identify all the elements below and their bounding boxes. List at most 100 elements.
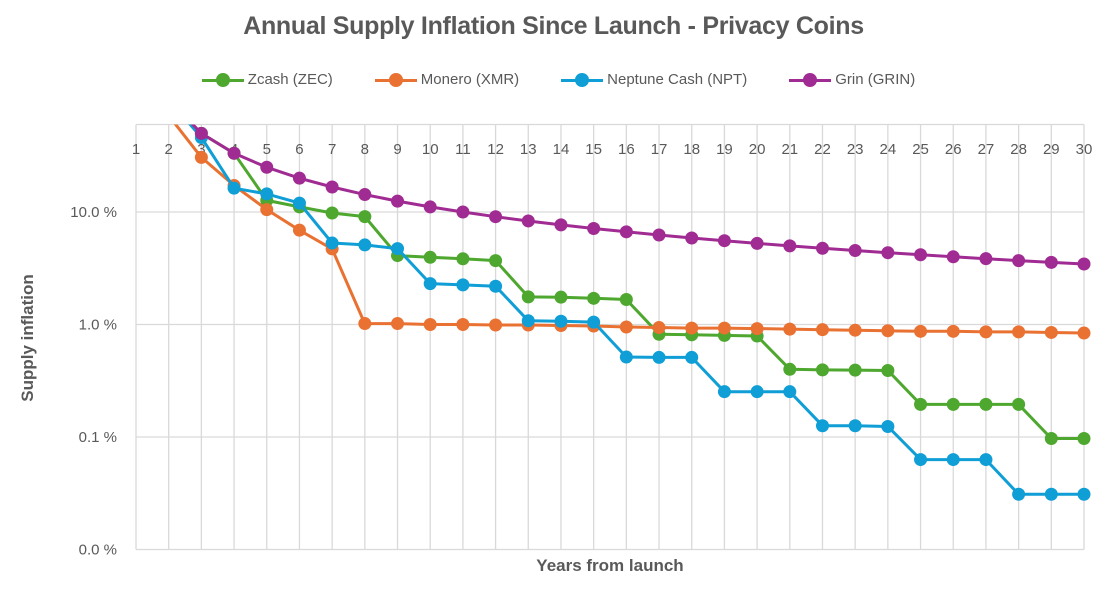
x-tick-label: 14: [553, 141, 570, 158]
x-tick-label: 6: [295, 141, 303, 158]
data-point: [260, 203, 274, 217]
data-point: [914, 397, 928, 411]
y-tick-label: 0.1 %: [79, 429, 117, 446]
data-point: [1077, 326, 1091, 340]
x-tick-label: 25: [912, 141, 929, 158]
data-point: [652, 321, 666, 335]
data-point: [815, 241, 829, 255]
data-point: [1012, 325, 1026, 339]
data-point: [1044, 487, 1058, 501]
data-point: [815, 419, 829, 433]
legend-marker-icon: [201, 72, 244, 87]
x-tick-label: 3: [197, 141, 205, 158]
data-point: [1044, 255, 1058, 269]
x-tick-label: 20: [749, 141, 766, 158]
y-tick-label: 10.0 %: [70, 204, 117, 221]
legend-item: Grin (GRIN): [789, 71, 915, 88]
data-point: [1044, 431, 1058, 445]
series-zcash-zec: [194, 126, 1091, 445]
data-point: [456, 205, 470, 219]
data-point: [881, 246, 895, 260]
gridlines: [135, 123, 1085, 551]
data-point: [750, 322, 764, 336]
data-point: [292, 196, 306, 210]
data-point: [914, 324, 928, 338]
data-point: [554, 290, 568, 304]
data-point: [1077, 431, 1091, 445]
data-point: [587, 221, 601, 235]
x-tick-label: 18: [683, 141, 700, 158]
data-point: [227, 146, 241, 160]
y-axis-title: Supply inflation: [18, 274, 37, 402]
x-tick-label: 23: [847, 141, 864, 158]
data-point: [587, 291, 601, 305]
data-point: [946, 453, 960, 467]
data-point: [521, 290, 535, 304]
data-point: [194, 150, 208, 164]
data-point: [750, 236, 764, 250]
data-point: [423, 318, 437, 332]
data-point: [783, 239, 797, 253]
data-point: [1012, 397, 1026, 411]
data-point: [456, 252, 470, 266]
x-tick-label: 13: [520, 141, 537, 158]
x-tick-label: 11: [455, 141, 471, 158]
data-point: [489, 210, 503, 224]
data-point: [979, 453, 993, 467]
x-tick-label: 1: [132, 141, 140, 158]
data-point: [619, 292, 633, 306]
data-point: [881, 420, 895, 434]
x-tick-label: 19: [716, 141, 733, 158]
data-point: [848, 363, 862, 377]
x-tick-label: 5: [263, 141, 271, 158]
data-point: [783, 362, 797, 376]
data-point: [292, 223, 306, 237]
data-point: [260, 187, 274, 201]
data-point: [325, 180, 339, 194]
data-point: [391, 242, 405, 256]
data-point: [914, 453, 928, 467]
data-point: [750, 385, 764, 399]
data-point: [521, 314, 535, 328]
data-point: [848, 419, 862, 433]
data-point: [685, 321, 699, 335]
data-point: [685, 231, 699, 245]
series-grin-grin: [190, 124, 1091, 271]
data-point: [423, 200, 437, 214]
legend-item: Zcash (ZEC): [201, 71, 333, 88]
data-point: [881, 364, 895, 378]
x-tick-label: 29: [1043, 141, 1060, 158]
x-tick-label: 8: [361, 141, 369, 158]
x-tick-label: 10: [422, 141, 439, 158]
y-tick-label: 0.0 %: [79, 542, 117, 559]
y-tick-label: 1.0 %: [79, 317, 117, 334]
series-line: [200, 132, 1084, 440]
data-point: [358, 188, 372, 202]
x-tick-label: 12: [487, 141, 504, 158]
x-tick-label: 21: [781, 141, 798, 158]
data-point: [946, 324, 960, 338]
legend-item: Monero (XMR): [374, 71, 519, 88]
data-point: [1077, 257, 1091, 271]
legend: Zcash (ZEC) Monero (XMR) Neptune Cash (NPT…: [0, 71, 1107, 88]
x-tick-label: 9: [393, 141, 401, 158]
data-point: [489, 254, 503, 268]
data-point: [979, 252, 993, 266]
data-point: [848, 244, 862, 258]
data-point: [717, 234, 731, 248]
data-point: [292, 171, 306, 185]
data-point: [391, 317, 405, 331]
x-tick-label: 28: [1010, 141, 1027, 158]
x-tick-label: 24: [880, 141, 897, 158]
data-point: [423, 277, 437, 291]
legend-item: Neptune Cash (NPT): [561, 71, 747, 88]
data-point: [783, 385, 797, 399]
series-layer: [173, 124, 1091, 501]
data-point: [260, 160, 274, 174]
data-point: [489, 318, 503, 332]
x-tick-label: 15: [585, 141, 602, 158]
data-point: [652, 350, 666, 364]
legend-marker-icon: [374, 72, 417, 87]
data-point: [194, 126, 208, 140]
data-point: [881, 324, 895, 338]
